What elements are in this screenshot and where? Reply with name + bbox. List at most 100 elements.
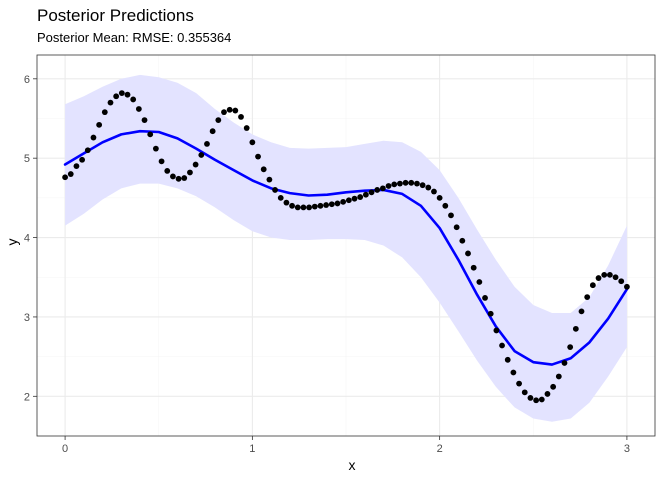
data-point: [357, 194, 364, 200]
data-point: [187, 169, 193, 176]
data-point: [62, 174, 68, 181]
data-point: [504, 356, 511, 363]
y-axis-label: y: [4, 239, 20, 246]
data-point: [67, 171, 74, 177]
posterior-mean-line: [63, 129, 629, 366]
data-point: [499, 342, 505, 349]
data-point: [391, 181, 398, 188]
data-point: [584, 294, 591, 300]
data-point: [215, 117, 222, 123]
data-point: [397, 180, 403, 187]
panel-border: [36, 54, 656, 437]
data-point: [118, 90, 125, 96]
data-point: [73, 163, 80, 170]
data-point: [283, 199, 290, 206]
data-point: [453, 224, 460, 231]
y-tick-label: 5: [24, 153, 30, 165]
data-point: [521, 389, 528, 396]
y-tick-label: 6: [24, 74, 30, 86]
data-point: [555, 373, 562, 380]
data-point: [510, 369, 517, 376]
data-point: [351, 195, 358, 202]
x-tick-label: 2: [437, 443, 443, 455]
data-point: [538, 396, 545, 403]
data-point: [289, 202, 295, 209]
data-point: [306, 204, 313, 211]
data-point: [130, 96, 137, 103]
data-point: [266, 176, 273, 183]
data-point: [606, 271, 613, 278]
data-point: [487, 310, 494, 317]
data-point: [379, 185, 386, 192]
data-point: [249, 139, 256, 146]
data-point: [232, 107, 239, 114]
data-point: [431, 188, 437, 195]
data-point: [340, 198, 347, 205]
data-point: [612, 274, 619, 281]
x-tick-label: 1: [249, 443, 255, 455]
data-point: [209, 128, 216, 135]
data-point: [141, 117, 148, 123]
data-point: [476, 279, 483, 285]
data-point: [470, 264, 477, 271]
data-point: [345, 197, 352, 204]
data-point: [158, 158, 165, 165]
x-tick-label: 0: [62, 443, 68, 455]
data-point: [527, 395, 534, 401]
data-point: [164, 167, 171, 174]
data-point: [334, 200, 341, 207]
data-point: [601, 271, 608, 278]
data-point: [175, 175, 182, 182]
data-point: [170, 173, 176, 180]
data-point: [533, 397, 540, 404]
data-point: [277, 194, 284, 201]
data-point: [226, 106, 233, 113]
data-point: [419, 182, 426, 189]
data-point: [294, 204, 301, 211]
data-point: [561, 360, 568, 366]
data-point: [192, 161, 199, 168]
data-point: [362, 191, 369, 198]
data-point: [90, 134, 97, 141]
data-point: [260, 166, 267, 173]
data-point: [408, 179, 415, 186]
data-point: [572, 325, 579, 332]
data-point: [578, 308, 585, 315]
data-point: [482, 294, 488, 301]
chart-subtitle: Posterior Mean: RMSE: 0.355364: [37, 30, 231, 45]
data-point: [624, 283, 630, 290]
data-point: [113, 93, 120, 100]
credible-band: [65, 74, 627, 422]
data-point: [84, 147, 91, 154]
data-point: [550, 383, 557, 390]
data-point: [238, 114, 244, 120]
y-tick-label: 3: [24, 312, 30, 324]
data-point: [107, 99, 114, 106]
credible-band-layer: [65, 74, 627, 422]
data-point: [147, 131, 154, 138]
data-point: [402, 179, 409, 186]
x-axis-label: x: [349, 457, 356, 473]
y-tick-label: 4: [24, 233, 30, 245]
data-point: [567, 344, 574, 350]
data-point: [124, 91, 131, 98]
data-point: [255, 153, 261, 160]
data-point: [459, 237, 466, 244]
data-point: [152, 145, 159, 152]
y-axis: 2 3 4 5 6: [24, 74, 37, 403]
data-point: [618, 278, 625, 285]
x-axis: 0 1 2 3: [62, 436, 630, 455]
data-point: [317, 202, 324, 209]
data-point: [385, 183, 392, 189]
chart-title: Posterior Predictions: [37, 6, 194, 25]
data-point: [272, 187, 278, 193]
data-point: [442, 202, 449, 209]
data-point: [311, 203, 318, 210]
data-point: [101, 109, 108, 116]
data-point: [135, 106, 142, 112]
observed-points-layer: [62, 90, 630, 404]
data-point: [328, 201, 335, 208]
data-point: [221, 109, 227, 116]
data-point: [465, 250, 471, 257]
data-point: [595, 275, 602, 281]
